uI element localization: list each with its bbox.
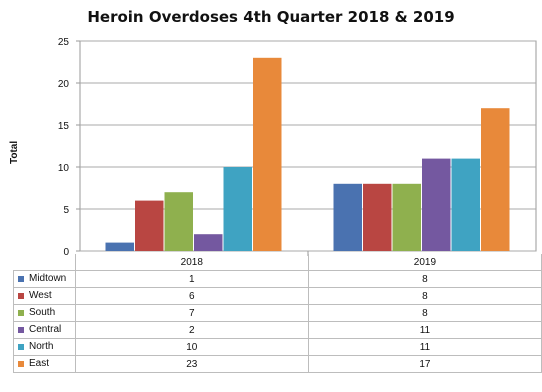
legend-swatch [18,275,24,282]
data-value-cell: 10 [74,338,309,356]
y-tick-label: 5 [63,205,69,216]
data-value-cell: 6 [74,287,309,305]
table-row: North 10 11 [13,338,542,356]
series-label-cell: Midtown [13,270,76,288]
plot-area: 0 5 10 15 20 25 [58,37,537,256]
data-value-cell: 11 [307,321,542,339]
series-name: West [29,290,52,302]
data-value-cell: 8 [307,287,542,305]
series-label-cell: South [13,304,76,322]
bar-west-2019 [363,183,392,251]
data-value-cell: 8 [307,304,542,322]
bar-north-2019 [451,158,480,251]
series-name: East [29,358,50,370]
category-label: 2018 [74,254,309,271]
table-header-row: 2018 2019 [14,254,542,271]
bar-south-2018 [164,192,193,251]
bar-central-2019 [422,158,451,251]
y-tick-label: 25 [58,37,70,48]
data-value-cell: 23 [74,355,309,373]
chart-title: Heroin Overdoses 4th Quarter 2018 & 2019 [87,8,455,26]
series-name: Midtown [29,273,67,285]
y-tick-label: 0 [63,247,69,256]
bar-south-2019 [392,183,421,251]
category-label: 2019 [307,254,542,271]
y-tick-label: 10 [58,163,70,174]
y-axis-label: Total [9,140,20,164]
series-label-cell: West [13,287,76,305]
data-table: 2018 2019 Midtown 1 8 West 6 8 South 7 8 Central 2 11… [13,254,542,373]
data-value-cell: 8 [307,270,542,288]
bar-midtown-2019 [333,183,362,251]
series-name: Central [29,324,62,336]
data-value-cell: 2 [74,321,309,339]
bar-central-2018 [194,234,223,251]
y-tick-label: 15 [58,121,70,132]
data-value-cell: 1 [74,270,309,288]
table-row: South 7 8 [13,304,542,322]
table-corner [14,254,76,271]
bar-north-2018 [223,167,252,251]
data-value-cell: 11 [307,338,542,356]
bar-midtown-2018 [105,242,134,251]
table-row: Midtown 1 8 [13,270,542,288]
bar-west-2018 [135,200,164,251]
series-name: South [29,307,56,319]
table-row: Central 2 11 [13,321,542,339]
legend-swatch [18,292,24,299]
data-value-cell: 17 [307,355,542,373]
bar-east-2018 [253,57,282,251]
series-name: North [29,341,54,353]
series-label-cell: North [13,338,76,356]
series-label-cell: Central [13,321,76,339]
data-value-cell: 7 [74,304,309,322]
series-label-cell: East [13,355,76,373]
legend-swatch [18,343,24,350]
legend-swatch [18,309,24,316]
legend-swatch [18,360,24,367]
bar-east-2019 [481,108,510,251]
legend-swatch [18,326,24,333]
table-row: West 6 8 [13,287,542,305]
table-row: East 23 17 [13,355,542,373]
y-tick-label: 20 [58,79,70,90]
